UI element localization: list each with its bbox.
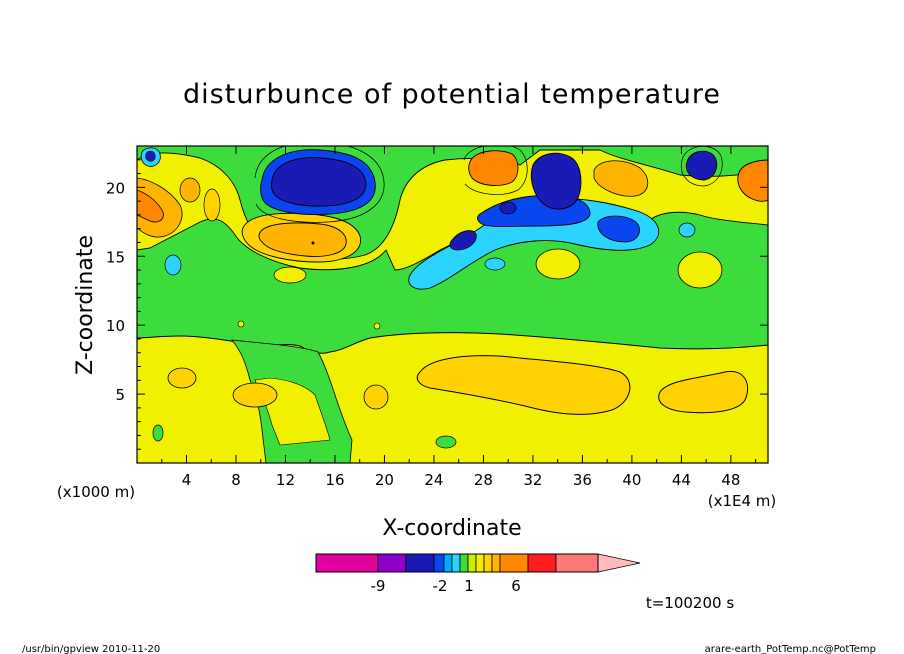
y-tick-label: 15 xyxy=(106,248,125,266)
region-gold-mid xyxy=(232,382,278,408)
x-tick-label: 44 xyxy=(672,471,691,489)
region-blue-right2 xyxy=(597,215,640,243)
colorbar-segment xyxy=(459,553,469,573)
x-tick-label: 40 xyxy=(622,471,641,489)
x-tick-label: 24 xyxy=(424,471,443,489)
region-cyan-left xyxy=(164,254,182,276)
region-cyan-ring xyxy=(254,146,385,223)
footer-right: arare-earth_PotTemp.nc@PotTemp xyxy=(705,644,876,654)
colorbar-segment xyxy=(527,553,557,573)
y-axis-unit: (x1000 m) xyxy=(57,483,135,501)
colorbar-tick-label: -2 xyxy=(433,577,448,595)
time-label: t=100200 s xyxy=(646,594,734,612)
region-orange-left-inner xyxy=(137,189,164,223)
region-green-patch xyxy=(435,435,457,449)
region-gold-right xyxy=(658,370,749,414)
x-tick-label: 48 xyxy=(721,471,740,489)
region-lightorange-small xyxy=(179,177,201,203)
x-tick-label: 4 xyxy=(182,471,192,489)
colorbar-segment xyxy=(315,553,379,573)
x-tick-label: 8 xyxy=(231,471,241,489)
colorbar-segment xyxy=(377,553,407,573)
x-axis-ticks: 4 8 12 16 20 24 28 32 36 40 44 48 xyxy=(161,146,757,489)
region-cyan-tiny xyxy=(484,257,506,271)
region-yellow-dot xyxy=(373,322,381,330)
x-axis-label: X-coordinate xyxy=(382,516,521,541)
colorbar-segment xyxy=(405,553,435,573)
region-cyan-small xyxy=(678,222,696,238)
plot-frame xyxy=(136,145,769,464)
colorbar-segment xyxy=(475,553,485,573)
y-tick-label: 10 xyxy=(106,317,125,335)
region-yellow-blob xyxy=(535,248,581,280)
y-tick-label: 5 xyxy=(115,386,125,404)
region-navy-topright xyxy=(685,150,718,181)
region-gold-left xyxy=(167,367,197,389)
chart-title: disturbunce of potential temperature xyxy=(183,79,721,110)
x-axis-unit: (x1E4 m) xyxy=(708,492,777,510)
region-yellow-blob xyxy=(273,266,307,284)
region-blue-center xyxy=(270,157,367,207)
footer-left: /usr/bin/gpview 2010-11-20 xyxy=(22,644,160,654)
x-tick-label: 20 xyxy=(375,471,394,489)
region-yellow-blob xyxy=(677,251,723,289)
plot-area xyxy=(137,146,768,463)
region-gold-small xyxy=(203,188,221,222)
x-tick-label: 36 xyxy=(573,471,592,489)
colorbar-segment xyxy=(483,553,493,573)
region-orange-rightedge xyxy=(737,159,768,202)
region-lightorange-top xyxy=(463,146,528,195)
colorbar-segment xyxy=(467,553,477,573)
region-gold-large xyxy=(416,355,631,415)
region-yellow-dot xyxy=(237,320,245,328)
region-navy-topleft xyxy=(145,150,156,162)
x-tick-label: 28 xyxy=(474,471,493,489)
colorbar-segment xyxy=(433,553,445,573)
colorbar-segment xyxy=(491,553,501,573)
y-axis-label: Z-coordinate xyxy=(73,235,98,375)
region-navy-right xyxy=(530,152,582,210)
region-orange-center xyxy=(258,222,347,257)
y-axis-ticks: 5 10 15 20 xyxy=(106,159,768,450)
x-tick-label: 16 xyxy=(325,471,344,489)
region-orange-topright xyxy=(593,160,649,197)
region-dot xyxy=(311,241,315,245)
region-gold-small xyxy=(363,384,389,410)
x-tick-label: 12 xyxy=(276,471,295,489)
region-green-patch xyxy=(152,424,164,442)
x-tick-label: 32 xyxy=(523,471,542,489)
colorbar-frame xyxy=(315,553,599,573)
region-blue-small xyxy=(449,230,477,251)
colorbar-tick-labels: -9 -2 1 6 xyxy=(371,577,521,595)
colorbar-arrow xyxy=(597,553,641,573)
colorbar-tick-label: 6 xyxy=(511,577,521,595)
colorbar-segment xyxy=(499,553,529,573)
region-orange-top xyxy=(468,150,519,186)
y-tick-label: 20 xyxy=(106,179,125,197)
colorbar xyxy=(315,553,641,573)
colorbar-tick-label: -9 xyxy=(371,577,386,595)
region-navy-small xyxy=(499,201,517,215)
colorbar-segment xyxy=(443,553,453,573)
colorbar-segment xyxy=(555,553,599,573)
colorbar-tick-label: 1 xyxy=(464,577,474,595)
colorbar-segment xyxy=(451,553,461,573)
